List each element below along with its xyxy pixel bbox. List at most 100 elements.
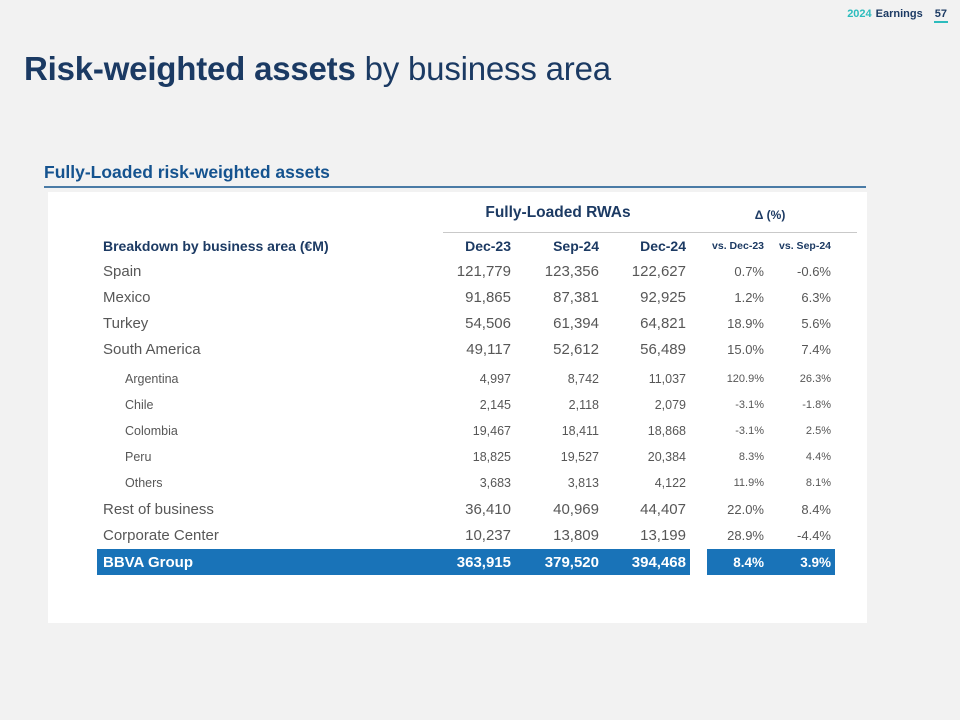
table-row: Peru 18,825 19,527 20,384 8.3% 4.4% <box>48 444 831 470</box>
row-delta: 120.9% <box>726 373 764 385</box>
page-number: 57 <box>933 8 948 23</box>
section-heading: Fully-Loaded risk-weighted assets <box>44 162 330 182</box>
row-value: 36,410 <box>465 500 511 518</box>
row-label: Corporate Center <box>103 526 219 544</box>
row-delta: 11.9% <box>733 477 764 489</box>
row-delta: -3.1% <box>735 399 764 411</box>
total-delta-vs-sep24: 3.9% <box>800 554 831 570</box>
row-label: Others <box>125 476 163 490</box>
row-value: 122,627 <box>631 262 686 280</box>
brand-year: 2024 <box>847 8 872 20</box>
row-value: 18,868 <box>647 424 686 438</box>
column-header-dec24: Dec-24 <box>640 237 686 254</box>
row-value: 123,356 <box>544 262 599 280</box>
row-delta: 4.4% <box>805 451 831 463</box>
table-header: Fully-Loaded RWAs Δ (%) Breakdown by bus… <box>48 192 867 258</box>
row-value: 44,407 <box>640 500 686 518</box>
row-label: Argentina <box>125 372 179 386</box>
page-title: Risk-weighted assets by business area <box>24 48 611 90</box>
row-value: 49,117 <box>466 340 511 358</box>
table-total-row: BBVA Group 363,915 379,520 394,468 8.4% … <box>48 548 867 576</box>
row-value: 4,997 <box>479 372 511 386</box>
row-delta: 2.5% <box>805 425 831 437</box>
row-value: 87,381 <box>553 288 599 306</box>
row-value: 8,742 <box>567 372 599 386</box>
row-label: Chile <box>125 398 154 412</box>
row-value: 64,821 <box>640 314 686 332</box>
row-value: 18,825 <box>472 450 511 464</box>
row-label: Turkey <box>103 314 149 332</box>
row-value: 10,237 <box>465 526 511 544</box>
table-row: South America 49,117 52,612 56,489 15.0% 7.4% <box>48 336 831 362</box>
row-label: Mexico <box>103 288 151 306</box>
total-highlight-bar-right <box>707 549 835 575</box>
table-body: Spain 121,779 123,356 122,627 0.7% -0.6% Mexic… <box>48 258 867 548</box>
row-delta: 22.0% <box>727 501 764 517</box>
row-label: Colombia <box>125 424 178 438</box>
row-value: 2,079 <box>654 398 686 412</box>
row-value: 61,394 <box>553 314 599 332</box>
row-value: 121,779 <box>456 262 511 280</box>
column-header-vs-dec23: vs. Dec-23 <box>712 239 764 252</box>
rwa-table-panel: Fully-Loaded RWAs Δ (%) Breakdown by bus… <box>48 192 867 623</box>
page-title-bold: Risk-weighted assets <box>24 50 356 87</box>
page-title-rest: by business area <box>355 50 612 87</box>
row-value: 18,411 <box>561 424 599 438</box>
row-value: 54,506 <box>465 314 511 332</box>
row-delta: -1.8% <box>802 399 831 411</box>
row-delta: 8.3% <box>738 451 764 463</box>
row-value: 19,527 <box>560 450 599 464</box>
row-delta: 7.4% <box>801 341 831 357</box>
slide-header: 2024 Earnings 57 <box>847 8 948 23</box>
row-value: 40,969 <box>553 500 599 518</box>
column-header-dec23: Dec-23 <box>465 237 511 254</box>
group-header-delta: Δ (%) <box>754 208 786 222</box>
row-delta: 6.3% <box>801 289 831 305</box>
table-row: Spain 121,779 123,356 122,627 0.7% -0.6% <box>48 258 831 284</box>
row-value: 3,683 <box>479 476 511 490</box>
total-highlight-bar-left <box>97 549 690 575</box>
table-row: Others 3,683 3,813 4,122 11.9% 8.1% <box>48 470 831 496</box>
row-delta: -4.4% <box>797 527 831 543</box>
row-value: 56,489 <box>640 340 686 358</box>
row-label: South America <box>103 340 201 358</box>
row-delta: 5.6% <box>801 315 831 331</box>
row-delta: 18.9% <box>727 315 764 331</box>
row-delta: 26.3% <box>799 373 831 385</box>
table-row: Turkey 54,506 61,394 64,821 18.9% 5.6% <box>48 310 831 336</box>
row-delta: 1.2% <box>734 289 764 305</box>
total-value-sep24: 379,520 <box>544 553 599 571</box>
row-value: 13,199 <box>640 526 686 544</box>
row-value: 13,809 <box>553 526 599 544</box>
row-value: 20,384 <box>647 450 686 464</box>
row-delta: 0.7% <box>734 263 764 279</box>
total-label: BBVA Group <box>103 553 193 571</box>
column-header-vs-sep24: vs. Sep-24 <box>779 239 831 252</box>
row-label: Rest of business <box>103 500 214 518</box>
row-value: 11,037 <box>648 372 686 386</box>
row-label: Peru <box>125 450 152 464</box>
row-delta: 8.4% <box>801 501 831 517</box>
row-value: 3,813 <box>567 476 599 490</box>
table-row: Colombia 19,467 18,411 18,868 -3.1% 2.5% <box>48 418 831 444</box>
row-value: 92,925 <box>640 288 686 306</box>
brand-label: Earnings <box>875 8 923 20</box>
row-value: 19,467 <box>472 424 511 438</box>
row-value: 2,145 <box>479 398 511 412</box>
table-row: Mexico 91,865 87,381 92,925 1.2% 6.3% <box>48 284 831 310</box>
group-header-rwas: Fully-Loaded RWAs <box>485 204 631 221</box>
row-value: 2,118 <box>568 398 599 412</box>
row-delta: 15.0% <box>727 341 764 357</box>
section-heading-rule <box>44 186 866 188</box>
row-delta: 28.9% <box>727 527 764 543</box>
row-delta: -3.1% <box>735 425 764 437</box>
total-delta-vs-dec23: 8.4% <box>733 554 764 570</box>
total-value-dec23: 363,915 <box>456 553 511 571</box>
row-delta: 8.1% <box>805 477 831 489</box>
row-delta: -0.6% <box>797 263 831 279</box>
column-header-breakdown: Breakdown by business area (€M) <box>103 237 329 254</box>
row-value: 91,865 <box>465 288 511 306</box>
table-row: Rest of business 36,410 40,969 44,407 22.0% 8… <box>48 496 831 522</box>
table-row: Argentina 4,997 8,742 11,037 120.9% 26.3% <box>48 366 831 392</box>
